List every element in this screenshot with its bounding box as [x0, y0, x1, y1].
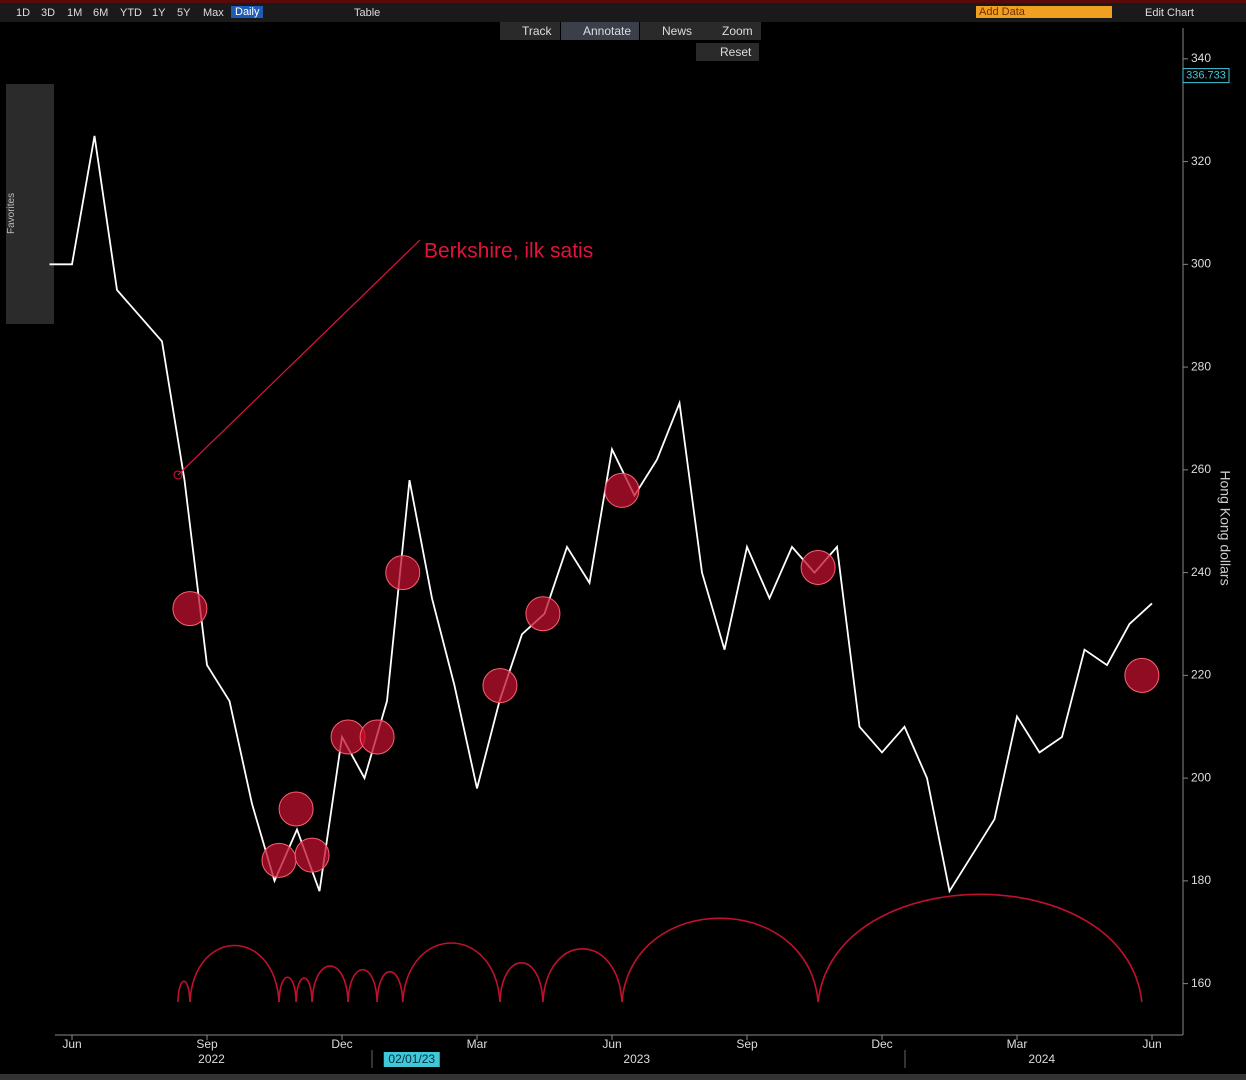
sale-marker — [1124, 657, 1160, 693]
period-button[interactable]: YTD — [120, 7, 142, 19]
y-tick-label: 240 — [1191, 565, 1211, 579]
cursor-date-box — [383, 1052, 440, 1067]
tool-button[interactable]: Annotate — [561, 22, 640, 40]
year-label: 2023 — [623, 1052, 650, 1066]
y-tick-label: 260 — [1191, 462, 1211, 476]
sale-marker — [172, 591, 208, 627]
period-button[interactable]: 1Y — [152, 7, 166, 19]
edit-chart-button[interactable]: Edit Chart — [1145, 7, 1194, 19]
sale-marker — [604, 472, 640, 508]
period-button[interactable]: 1M — [67, 7, 83, 19]
interval-arc — [278, 976, 297, 1003]
tool-button[interactable]: News — [640, 22, 701, 40]
y-tick-label: 320 — [1191, 154, 1211, 168]
interval-arc — [542, 948, 623, 1003]
interval-arc — [295, 977, 313, 1003]
period-button[interactable]: 3D — [41, 7, 56, 19]
x-tick-label: Jun — [62, 1037, 81, 1051]
y-tick-label: 200 — [1191, 770, 1211, 784]
tool-button[interactable]: Zoom — [700, 22, 761, 40]
period-button[interactable]: 5Y — [177, 7, 191, 19]
interval-arc — [401, 942, 501, 1003]
y-tick-label: 160 — [1191, 976, 1211, 990]
frequency-button[interactable]: Daily — [231, 6, 264, 18]
sale-marker — [261, 842, 297, 878]
y-tick-label: 340 — [1191, 51, 1211, 65]
reset-button[interactable]: Reset — [696, 43, 760, 61]
table-button[interactable]: Table — [354, 7, 381, 19]
year-label: 2024 — [1028, 1052, 1055, 1066]
annotation-anchor — [173, 470, 183, 480]
interval-arc — [347, 969, 378, 1003]
y-axis-label: Hong Kong dollars — [1217, 470, 1233, 585]
period-button[interactable]: 6M — [93, 7, 109, 19]
tool-button[interactable]: Track — [500, 22, 560, 40]
sale-marker — [525, 596, 561, 632]
sale-marker — [278, 791, 314, 827]
year-label: 2022 — [198, 1052, 225, 1066]
annotation-text: Berkshire, ilk satis — [424, 240, 593, 263]
period-button[interactable]: 1D — [16, 7, 31, 19]
status-bar — [0, 1074, 1246, 1080]
x-tick-label: Jun — [602, 1037, 621, 1051]
annotation-leader — [177, 239, 421, 476]
toolbar: 1D 3D 1M 6M YTD 1Y 5Y Max Daily Table Add Data Edit… — [0, 0, 1246, 22]
x-tick-label: Dec — [331, 1037, 352, 1051]
y-tick-label: 280 — [1191, 359, 1211, 373]
last-value-label: 336.733 — [1186, 70, 1226, 82]
x-tick-label: Mar — [467, 1037, 488, 1051]
period-button[interactable]: Max — [203, 7, 224, 19]
y-tick-label: 180 — [1191, 873, 1211, 887]
interval-arc — [621, 917, 819, 1003]
sale-marker — [359, 719, 395, 755]
interval-arc — [499, 961, 544, 1003]
y-tick-label: 300 — [1191, 257, 1211, 271]
x-tick-label: Sep — [196, 1037, 218, 1051]
interval-arc — [311, 965, 349, 1003]
interval-arc — [189, 944, 280, 1003]
x-tick-label: Dec — [871, 1037, 892, 1051]
sale-marker — [294, 837, 330, 873]
x-tick-label: Jun — [1142, 1037, 1161, 1051]
x-tick-label: Sep — [736, 1037, 758, 1051]
interval-arc — [177, 980, 191, 1003]
add-data-input[interactable]: Add Data — [976, 6, 1112, 18]
sale-marker — [482, 668, 518, 704]
x-tick-label: Mar — [1007, 1037, 1028, 1051]
interval-arc — [376, 971, 404, 1003]
last-value-box — [1182, 68, 1230, 84]
sale-marker — [385, 555, 421, 591]
sale-marker — [800, 549, 836, 585]
cursor-date: 02/01/23 — [388, 1052, 435, 1066]
drawing-tools: Favorites — [6, 84, 54, 324]
y-tick-label: 220 — [1191, 668, 1211, 682]
interval-arc — [817, 893, 1143, 1003]
price-line — [49, 135, 1153, 894]
